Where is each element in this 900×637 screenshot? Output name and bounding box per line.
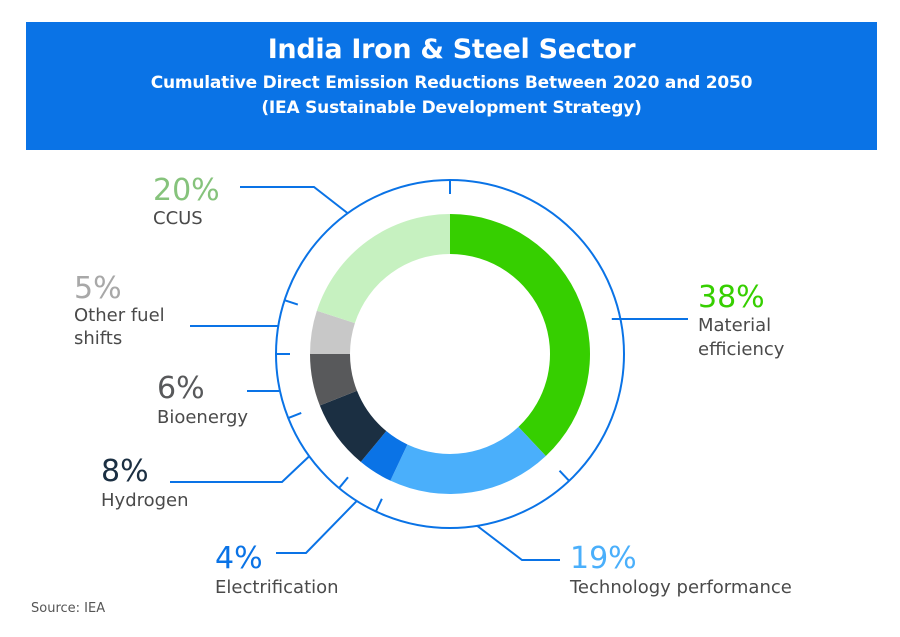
slice-label-other-fuel-shifts: Other fuel [74, 305, 165, 326]
donut-slice-bioenergy [310, 354, 358, 406]
ring-tick [375, 498, 383, 512]
slice-percent-other-fuel-shifts: 5% [74, 271, 122, 306]
ring-tick [284, 299, 299, 306]
slice-label-hydrogen: Hydrogen [101, 490, 189, 511]
slice-percent-hydrogen: 8% [101, 454, 149, 489]
ring-tick [558, 469, 570, 482]
slice-percent-ccus: 20% [153, 173, 220, 208]
donut-slice-electrification [360, 431, 408, 481]
leader-line [240, 186, 349, 215]
title-banner: India Iron & Steel Sector Cumulative Dir… [26, 22, 877, 150]
donut-slice-other-fuel-shifts [310, 310, 355, 354]
donut-slice-ccus [316, 214, 450, 324]
slice-label-technology-performance: Technology performance [569, 577, 792, 598]
leader-line [476, 525, 560, 561]
ring-tick [287, 411, 302, 419]
slice-label-bioenergy: Bioenergy [157, 407, 248, 428]
leader-line [170, 455, 310, 483]
chart-subtitle-line-2: (IEA Sustainable Development Strategy) [261, 98, 642, 118]
slice-percent-technology-performance: 19% [570, 541, 637, 576]
slice-label-ccus: CCUS [153, 208, 203, 229]
donut-slice-technology-performance [390, 426, 546, 495]
donut-slice-hydrogen [319, 390, 387, 462]
slice-label-other-fuel-shifts: shifts [74, 328, 122, 349]
slice-label-electrification: Electrification [215, 577, 339, 598]
source-note: Source: IEA [31, 601, 106, 616]
slice-label-material-efficiency: Material [698, 315, 771, 336]
leader-line [276, 500, 358, 554]
donut-slice-material-efficiency [450, 214, 591, 457]
slice-percent-bioenergy: 6% [157, 371, 205, 406]
ring-tick [338, 476, 349, 489]
slice-percent-electrification: 4% [215, 541, 263, 576]
chart-title: India Iron & Steel Sector [267, 34, 636, 65]
slice-label-material-efficiency: efficiency [698, 339, 785, 360]
chart-subtitle-line-1: Cumulative Direct Emission Reductions Be… [150, 73, 753, 93]
slice-percent-material-efficiency: 38% [698, 280, 765, 315]
